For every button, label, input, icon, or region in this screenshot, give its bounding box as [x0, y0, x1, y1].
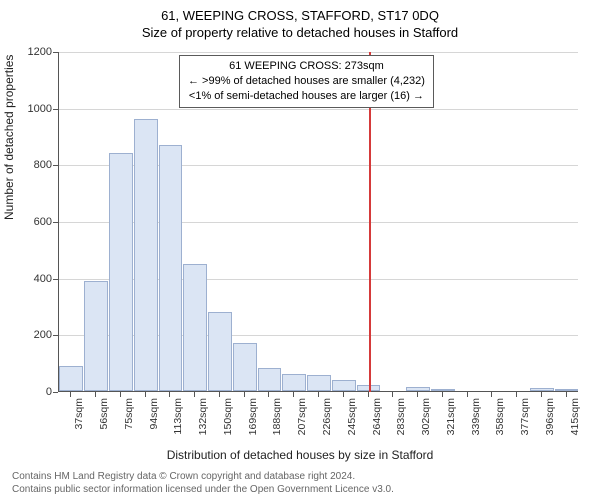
x-tick-label: 245sqm	[346, 398, 358, 435]
x-tick-mark	[368, 392, 369, 397]
x-tick-mark	[145, 392, 146, 397]
y-tick-label: 800	[34, 159, 52, 171]
histogram-bar	[406, 387, 430, 391]
x-tick-mark	[516, 392, 517, 397]
gridline	[59, 52, 578, 53]
histogram-bar	[307, 375, 331, 391]
chart-footer: Contains HM Land Registry data © Crown c…	[12, 471, 394, 496]
x-tick-label: 396sqm	[544, 398, 556, 435]
x-tick-mark	[244, 392, 245, 397]
histogram-bar	[109, 153, 133, 391]
histogram-bar	[530, 388, 554, 391]
y-tick-label: 400	[34, 273, 52, 285]
x-tick-label: 207sqm	[296, 398, 308, 435]
x-tick-label: 132sqm	[197, 398, 209, 435]
x-tick-mark	[95, 392, 96, 397]
x-tick-mark	[467, 392, 468, 397]
y-tick-label: 1200	[28, 46, 52, 58]
x-axis: 37sqm 56sqm 75sqm 94sqm 113sqm 132sqm 150sqm 16…	[58, 392, 578, 452]
x-tick-mark	[417, 392, 418, 397]
gridline	[59, 109, 578, 110]
x-tick-label: 358sqm	[494, 398, 506, 435]
x-tick-mark	[566, 392, 567, 397]
x-tick-label: 339sqm	[470, 398, 482, 435]
annotation-line: 61 WEEPING CROSS: 273sqm	[188, 59, 425, 74]
footer-line: Contains public sector information licen…	[12, 484, 394, 497]
histogram-bar	[84, 281, 108, 392]
histogram-bar	[555, 389, 579, 391]
chart-title-main: 61, WEEPING CROSS, STAFFORD, ST17 0DQ	[0, 0, 600, 23]
histogram-bar	[208, 312, 232, 391]
histogram-bar	[431, 389, 455, 391]
x-tick-mark	[491, 392, 492, 397]
x-tick-label: 188sqm	[271, 398, 283, 435]
footer-line: Contains HM Land Registry data © Crown c…	[12, 471, 394, 484]
x-tick-label: 56sqm	[98, 398, 110, 430]
x-tick-label: 264sqm	[371, 398, 383, 435]
y-axis: 020040060080010001200	[18, 52, 58, 392]
y-axis-label: Number of detached properties	[2, 55, 16, 220]
y-tick-label: 0	[46, 386, 52, 398]
chart-title-sub: Size of property relative to detached ho…	[0, 23, 600, 40]
histogram-bar	[159, 145, 183, 392]
chart-plot-area: 61 WEEPING CROSS: 273sqm ← >99% of detac…	[58, 52, 578, 392]
x-tick-label: 150sqm	[222, 398, 234, 435]
histogram-bar	[332, 380, 356, 391]
x-tick-mark	[392, 392, 393, 397]
y-tick-label: 600	[34, 216, 52, 228]
histogram-bar	[282, 374, 306, 391]
histogram-bar	[233, 343, 257, 391]
x-tick-label: 321sqm	[445, 398, 457, 435]
x-tick-label: 415sqm	[569, 398, 581, 435]
x-tick-mark	[442, 392, 443, 397]
histogram-bar	[183, 264, 207, 392]
x-tick-mark	[343, 392, 344, 397]
x-tick-label: 94sqm	[148, 398, 160, 430]
x-tick-label: 377sqm	[519, 398, 531, 435]
x-tick-mark	[169, 392, 170, 397]
x-tick-label: 37sqm	[73, 398, 85, 430]
x-tick-label: 75sqm	[123, 398, 135, 430]
annotation-line: ← >99% of detached houses are smaller (4…	[188, 74, 425, 89]
x-tick-label: 113sqm	[172, 398, 184, 435]
x-tick-label: 169sqm	[247, 398, 259, 435]
annotation-line: <1% of semi-detached houses are larger (…	[188, 89, 425, 104]
x-tick-mark	[194, 392, 195, 397]
x-tick-label: 226sqm	[321, 398, 333, 435]
x-tick-mark	[268, 392, 269, 397]
histogram-bar	[258, 368, 282, 391]
y-tick-label: 1000	[28, 103, 52, 115]
x-tick-label: 283sqm	[395, 398, 407, 435]
chart-annotation-box: 61 WEEPING CROSS: 273sqm ← >99% of detac…	[179, 55, 434, 108]
x-axis-label: Distribution of detached houses by size …	[0, 448, 600, 462]
histogram-bar	[59, 366, 83, 392]
x-tick-mark	[70, 392, 71, 397]
x-tick-mark	[293, 392, 294, 397]
x-tick-mark	[120, 392, 121, 397]
y-tick-label: 200	[34, 329, 52, 341]
x-tick-mark	[541, 392, 542, 397]
x-tick-label: 302sqm	[420, 398, 432, 435]
histogram-bar	[134, 119, 158, 391]
x-tick-mark	[318, 392, 319, 397]
x-tick-mark	[219, 392, 220, 397]
